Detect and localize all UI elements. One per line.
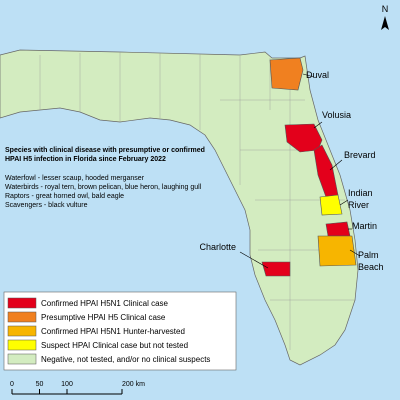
- species-line: Waterbirds - royal tern, brown pelican, …: [5, 184, 202, 191]
- county-label: Volusia: [322, 110, 351, 120]
- county-label: Martin: [352, 221, 377, 231]
- legend-box: [3, 291, 237, 371]
- scale-label: 0: [10, 381, 14, 388]
- county-shape: [325, 221, 351, 237]
- legend-label: Negative, not tested, and/or no clinical…: [41, 355, 210, 364]
- leader-lines: [239, 73, 361, 269]
- county-borders: [39, 52, 356, 350]
- scale-label: 100: [61, 381, 73, 388]
- county-label: Indian: [348, 188, 373, 198]
- info-title: HPAI H5 infection in Florida since Febru…: [5, 156, 166, 163]
- species-line: Waterfowl - lesser scaup, hooded mergans…: [5, 175, 145, 182]
- legend-swatch: [7, 325, 37, 337]
- legend-label: Confirmed HPAI H5N1 Clinical case: [41, 299, 169, 308]
- legend-label: Confirmed HPAI H5N1 Hunter-harvested: [41, 327, 185, 336]
- info-title: Species with clinical disease with presu…: [5, 147, 205, 154]
- species-line: Raptors - great horned owl, bald eagle: [5, 193, 124, 200]
- county-label: River: [348, 200, 369, 210]
- legend-swatch: [7, 339, 37, 351]
- legend-swatch: [7, 353, 37, 365]
- legend-label: Presumptive HPAI H5 Clinical case: [41, 313, 166, 322]
- legend-label: Suspect HPAI Clinical case but not teste…: [41, 341, 188, 350]
- north-arrow: [381, 16, 389, 30]
- county-shape: [317, 235, 357, 267]
- north-label: N: [382, 4, 389, 14]
- scale-label: 50: [36, 381, 44, 388]
- county-shape: [269, 57, 304, 91]
- scale-label: 200 km: [122, 381, 145, 388]
- legend-swatch: [7, 311, 37, 323]
- county-label: Beach: [358, 262, 384, 272]
- county-label: Brevard: [344, 150, 376, 160]
- species-line: Scavengers - black vulture: [5, 202, 88, 209]
- county-shape: [261, 261, 291, 277]
- county-label: Charlotte: [199, 242, 236, 252]
- legend-swatch: [7, 297, 37, 309]
- county-label: Duval: [306, 70, 329, 80]
- county-label: Palm: [358, 250, 379, 260]
- county-shape: [319, 194, 343, 216]
